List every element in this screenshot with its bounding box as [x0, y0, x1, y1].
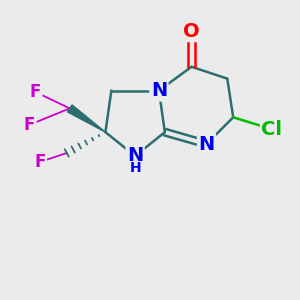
Text: N: N — [151, 81, 167, 100]
Text: F: F — [30, 83, 41, 101]
Polygon shape — [68, 105, 105, 132]
Text: H: H — [129, 161, 141, 176]
Text: F: F — [24, 116, 35, 134]
Text: Cl: Cl — [261, 120, 282, 139]
Text: N: N — [198, 135, 214, 154]
Text: N: N — [127, 146, 143, 165]
Text: O: O — [183, 22, 200, 40]
Text: F: F — [34, 153, 46, 171]
